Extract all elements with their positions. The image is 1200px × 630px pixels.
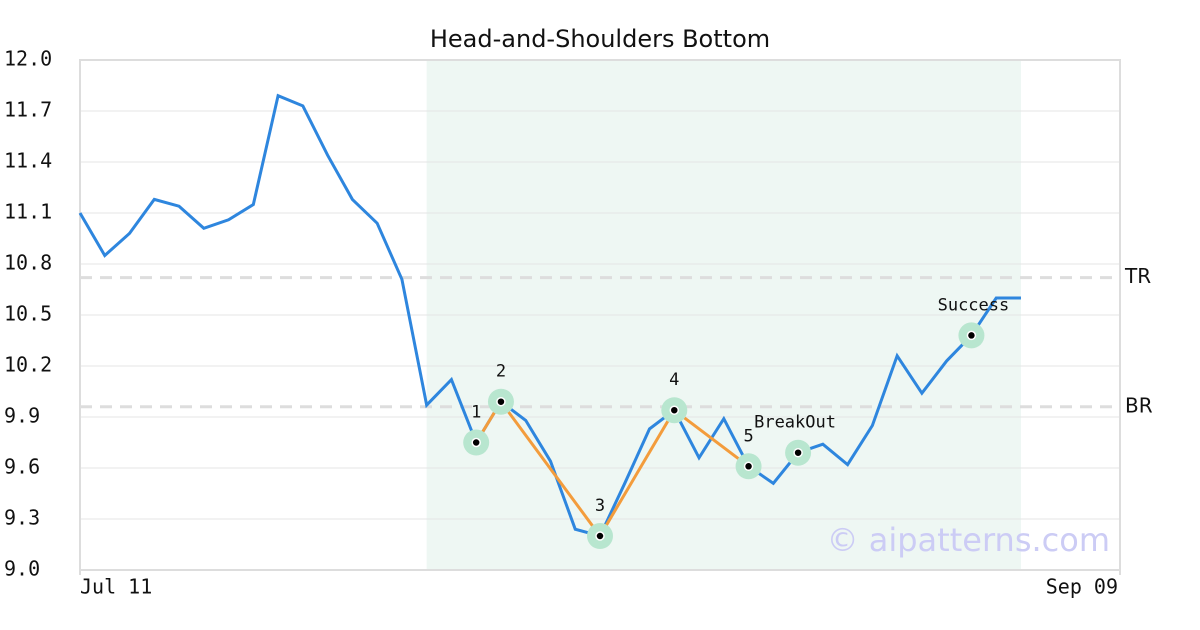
pattern-point-label: 4 xyxy=(669,370,679,390)
plot-frame xyxy=(79,59,1121,571)
pattern-point-label: 3 xyxy=(595,496,605,516)
pattern-point xyxy=(743,461,754,472)
level-label: BR xyxy=(1125,393,1153,417)
watermark: © aipatterns.com xyxy=(827,521,1110,559)
y-tick-label: 9.3 xyxy=(4,506,40,530)
pattern-point xyxy=(471,437,481,448)
y-tick-label: 12.0 xyxy=(4,47,52,71)
annotation-label: BreakOut xyxy=(754,413,836,433)
pattern-point xyxy=(595,531,605,541)
price-line xyxy=(78,93,1021,538)
y-tick-label: 11.4 xyxy=(4,149,52,173)
annotation-point xyxy=(966,330,977,341)
y-tick-label: 11.7 xyxy=(4,98,52,122)
y-tick-label: 9.0 xyxy=(4,557,40,581)
pattern-point xyxy=(669,405,680,415)
pattern-point-label: 2 xyxy=(496,362,506,382)
chart-title: Head-and-Shoulders Bottom xyxy=(430,25,770,53)
annotation-point xyxy=(793,447,803,458)
pattern-point-label: 5 xyxy=(743,426,753,446)
y-tick-label: 10.8 xyxy=(4,251,52,275)
y-tick-label: 10.2 xyxy=(4,353,52,377)
annotation-label: Success xyxy=(938,295,1010,315)
pattern-point-label: 1 xyxy=(471,403,481,423)
y-tick-label: 11.1 xyxy=(4,200,52,224)
pattern-point xyxy=(496,396,506,407)
y-tick-label: 10.5 xyxy=(4,302,52,326)
level-label: TR xyxy=(1124,264,1151,288)
y-tick-label: 9.9 xyxy=(4,404,40,428)
x-tick-label: Sep 09 xyxy=(1046,575,1118,599)
x-tick-label: Jul 11 xyxy=(80,575,152,599)
y-tick-label: 9.6 xyxy=(4,455,40,479)
